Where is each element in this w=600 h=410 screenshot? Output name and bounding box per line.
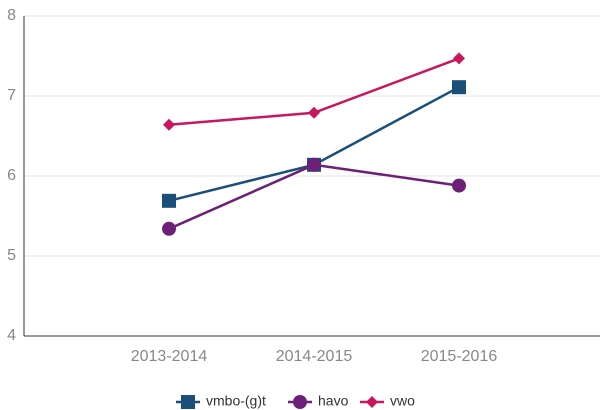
legend-marker [181,395,195,409]
marker [452,178,466,193]
legend-label: vmbo-(g)t [206,393,266,409]
marker [162,193,176,208]
legend-label: havo [318,393,349,409]
y-tick-label: 6 [7,167,16,184]
x-tick-label: 2014-2015 [276,348,353,365]
marker [452,80,466,95]
marker [163,118,175,131]
legend-label: vwo [390,393,415,409]
x-tick-label: 2013-2014 [131,348,208,365]
legend-marker [293,395,307,409]
marker [308,106,320,119]
y-tick-label: 5 [7,247,16,264]
y-tick-label: 8 [7,7,16,24]
series-line [168,163,460,230]
marker [307,157,321,172]
x-tick-label: 2015-2016 [421,348,498,365]
marker [162,221,176,236]
y-tick-label: 7 [7,87,16,104]
legend: vmbo-(g)t havo vwo [176,393,415,409]
series-line [168,86,460,203]
y-tick-label: 4 [7,327,16,344]
legend-marker [366,396,378,408]
marker [453,52,465,65]
